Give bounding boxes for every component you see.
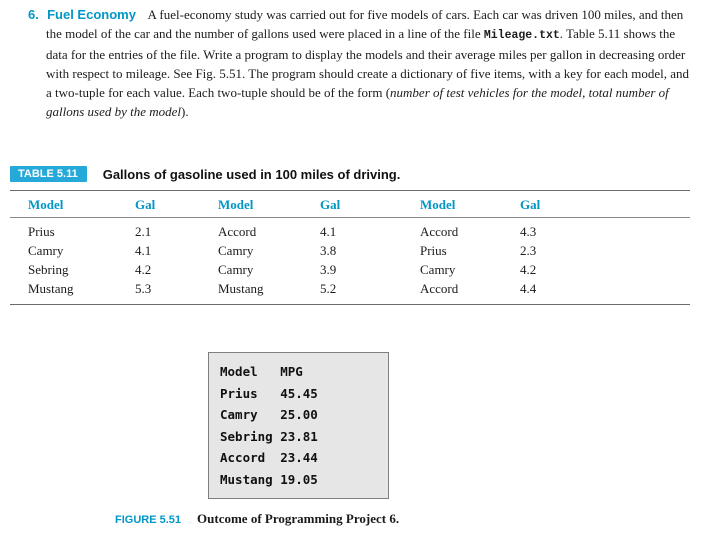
table-inner: Model Gal Model Gal Model Gal Prius 2.1 Accord 4…: [10, 190, 690, 305]
output-model: Camry: [220, 407, 258, 422]
output-line: Model MPG: [220, 361, 388, 383]
table-cell: Camry: [218, 262, 254, 277]
table-cell: 4.4: [520, 281, 537, 296]
output-line: Prius 45.45: [220, 383, 388, 405]
table-cell: Prius: [420, 243, 447, 258]
table-cell: 4.1: [135, 243, 152, 258]
table-label: TABLE 5.11: [10, 166, 87, 182]
exercise-body-segment: Mileage.txt: [483, 29, 560, 42]
table-header-cell: Model: [28, 197, 64, 212]
table-header-cell: Model: [420, 197, 456, 212]
table-cell: 5.2: [320, 281, 337, 296]
table-header-cell: Gal: [520, 197, 541, 212]
output-model: Model: [220, 364, 258, 379]
table-caption-row: TABLE 5.11 Gallons of gasoline used in 1…: [10, 166, 690, 182]
exercise-body-segment: A fuel-economy study was carried out for…: [46, 7, 684, 41]
figure-caption-row: FIGURE 5.51 Outcome of Programming Proje…: [115, 511, 399, 527]
table-header-cell: Gal: [320, 197, 341, 212]
output-value: 23.81: [280, 428, 318, 444]
table-cell: Camry: [28, 243, 64, 258]
output-line: Camry 25.00: [220, 404, 388, 426]
figure-caption: Outcome of Programming Project 6.: [197, 511, 400, 526]
output-line: Accord 23.44: [220, 447, 388, 469]
table-row: Mustang 5.3 Mustang 5.2 Accord 4.4: [10, 279, 690, 298]
table-cell: 4.1: [320, 224, 337, 239]
exercise-paragraph: 6. Fuel Economy A fuel-economy study was…: [28, 5, 690, 121]
table-body: Prius 2.1 Accord 4.1 Accord 4.3 Camry 4.1 Camry 3…: [10, 218, 690, 304]
exercise-block: 6. Fuel Economy A fuel-economy study was…: [28, 5, 690, 121]
table-cell: 4.2: [135, 262, 152, 277]
program-output-box: Model MPG Prius 45.45 Camry 25.00 Sebring 23.81…: [208, 352, 389, 499]
table-cell: Prius: [28, 224, 55, 239]
mileage-table: TABLE 5.11 Gallons of gasoline used in 1…: [10, 166, 690, 305]
table-header-cell: Gal: [135, 197, 156, 212]
output-model: Prius: [220, 385, 258, 401]
output-model: Mustang: [220, 471, 273, 487]
table-cell: Mustang: [28, 281, 74, 296]
table-header-cell: Model: [218, 197, 254, 212]
exercise-body-segment: number of test vehicles for the model, t…: [46, 85, 669, 119]
exercise-body-segment: ).: [181, 104, 189, 119]
table-cell: Camry: [420, 262, 456, 277]
table-cell: Accord: [218, 224, 257, 239]
table-cell: 4.2: [520, 262, 537, 277]
output-line: Mustang 19.05: [220, 469, 388, 491]
table-row: Sebring 4.2 Camry 3.9 Camry 4.2: [10, 260, 690, 279]
figure-label: FIGURE 5.51: [115, 514, 182, 526]
table-cell: 4.3: [520, 224, 537, 239]
output-value: 45.45: [280, 385, 318, 401]
table-cell: 2.1: [135, 224, 152, 239]
table-row: Camry 4.1 Camry 3.8 Prius 2.3: [10, 241, 690, 260]
table-cell: Accord: [420, 281, 459, 296]
exercise-body: A fuel-economy study was carried out for…: [46, 7, 689, 119]
output-value: 19.05: [280, 471, 318, 487]
table-cell: Accord: [420, 224, 459, 239]
exercise-number: 6.: [28, 7, 39, 22]
table-cell: 2.3: [520, 243, 537, 258]
table-cell: 3.9: [320, 262, 337, 277]
table-header-row: Model Gal Model Gal Model Gal: [10, 191, 690, 218]
output-value: 23.44: [280, 450, 318, 465]
output-value: MPG: [280, 364, 303, 379]
table-cell: Mustang: [218, 281, 264, 296]
output-value: 25.00: [280, 407, 318, 422]
output-model: Sebring: [220, 428, 273, 444]
output-line: Sebring 23.81: [220, 426, 388, 448]
exercise-title: Fuel Economy: [47, 7, 136, 22]
table-cell: 3.8: [320, 243, 337, 258]
exercise-body-segment: . Table 5.11 shows the data for the entr…: [46, 26, 690, 100]
table-row: Prius 2.1 Accord 4.1 Accord 4.3: [10, 222, 690, 241]
table-cell: Camry: [218, 243, 254, 258]
table-title: Gallons of gasoline used in 100 miles of…: [102, 166, 401, 182]
table-cell: Sebring: [28, 262, 69, 277]
output-model: Accord: [220, 450, 266, 465]
table-cell: 5.3: [135, 281, 152, 296]
